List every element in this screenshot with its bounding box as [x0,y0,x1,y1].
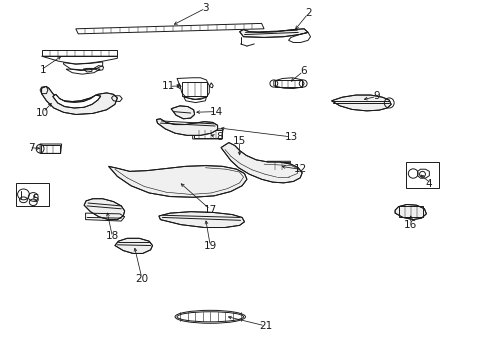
Text: 5: 5 [32,194,39,204]
Polygon shape [221,143,302,183]
Text: 13: 13 [284,132,297,142]
Bar [193,130,222,138]
Bar [182,82,207,96]
Text: 7: 7 [28,143,35,153]
Text: 15: 15 [232,136,246,146]
Text: 16: 16 [403,220,417,230]
Polygon shape [239,29,307,37]
Bar [398,206,422,217]
Text: 19: 19 [203,241,217,251]
Text: 8: 8 [215,132,222,142]
Text: 12: 12 [293,164,306,174]
Polygon shape [84,199,124,220]
Bar [41,50,117,56]
Text: 6: 6 [299,66,306,76]
Text: 4: 4 [425,179,431,189]
Text: 2: 2 [304,8,311,18]
Text: 3: 3 [202,3,208,13]
Polygon shape [171,106,194,119]
Bar [274,80,301,87]
Text: 14: 14 [210,107,223,117]
Text: 9: 9 [372,91,379,101]
Text: 10: 10 [36,108,49,118]
Polygon shape [41,86,117,114]
Bar [41,145,60,153]
Polygon shape [156,119,217,135]
Polygon shape [108,166,246,197]
Bar [16,183,49,206]
Polygon shape [53,94,101,108]
Bar [267,162,288,170]
Polygon shape [331,95,390,111]
Text: 17: 17 [203,205,217,215]
Bar [405,162,438,188]
Text: 11: 11 [162,81,175,91]
Text: 1: 1 [40,65,46,75]
Ellipse shape [419,171,425,177]
Text: 18: 18 [105,231,119,241]
Polygon shape [394,204,426,220]
Text: 20: 20 [135,274,148,284]
Text: 21: 21 [259,321,272,331]
Polygon shape [115,238,152,253]
Polygon shape [159,212,244,228]
